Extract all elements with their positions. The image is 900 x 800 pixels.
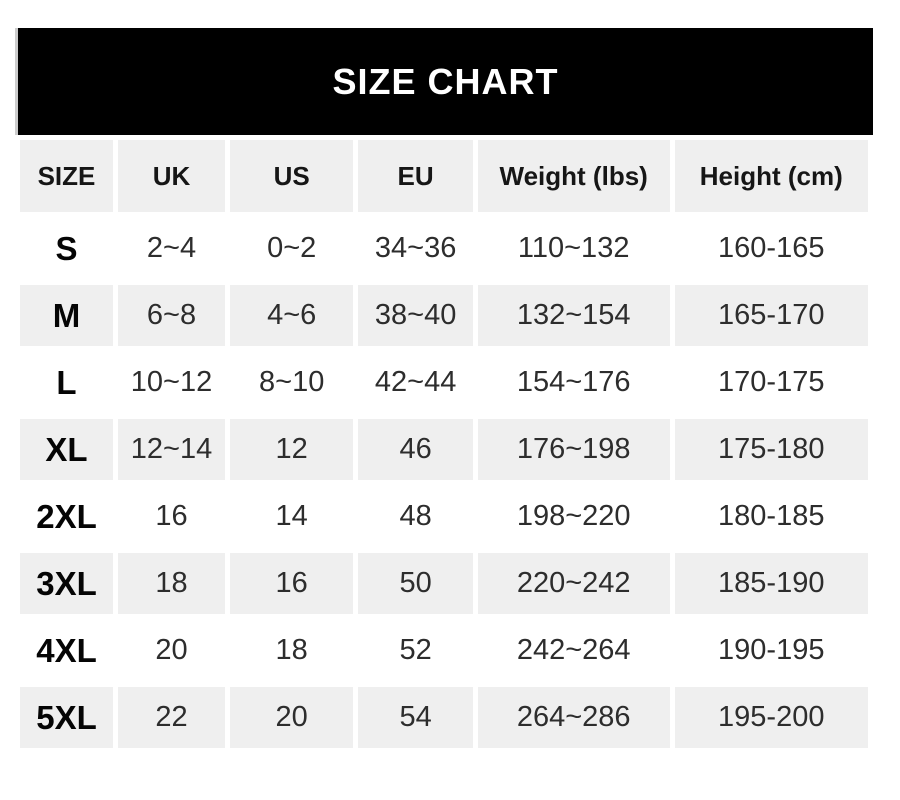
size-label: L xyxy=(56,363,77,401)
table-cell-us: 4~6 xyxy=(229,285,354,346)
page-title: SIZE CHART xyxy=(332,60,559,102)
table-cell-eu: 34~36 xyxy=(374,232,457,264)
table-cell-uk: 18 xyxy=(117,553,225,614)
table-cell-us: 12 xyxy=(229,419,354,480)
table-cell-us: 8~10 xyxy=(259,366,325,398)
table-cell-eu: 54 xyxy=(358,687,473,748)
table-row-2xl: 2XL 16 14 48 198~220 180-185 xyxy=(20,486,868,547)
size-label: 3XL xyxy=(20,553,113,614)
table-cell-height-cm: 195-200 xyxy=(674,687,868,748)
table-cell-height-cm: 165-170 xyxy=(674,285,868,346)
table-cell-uk: 6~8 xyxy=(117,285,225,346)
table-cell-uk: 16 xyxy=(155,500,188,532)
table-cell-us: 16 xyxy=(229,553,354,614)
table-cell-weight-lbs: 110~132 xyxy=(517,232,630,264)
table-row-5xl: 5XL 22 20 54 264~286 195-200 xyxy=(20,687,868,748)
size-label: XL xyxy=(20,419,113,480)
table-cell-uk: 2~4 xyxy=(146,232,197,264)
table-cell-eu: 48 xyxy=(399,500,432,532)
size-chart-page: SIZE CHART SIZE UK US EU Weight (lbs) Height … xyxy=(15,28,873,754)
table-cell-weight-lbs: 154~176 xyxy=(516,366,631,398)
table-cell-eu: 42~44 xyxy=(374,366,457,398)
table-cell-eu: 38~40 xyxy=(358,285,473,346)
column-header-uk: UK xyxy=(117,140,225,212)
table-cell-height-cm: 180-185 xyxy=(718,500,825,532)
table-cell-uk: 10~12 xyxy=(130,366,213,398)
table-header: SIZE UK US EU Weight (lbs) Height (cm) xyxy=(20,140,868,212)
table-cell-height-cm: 175-180 xyxy=(674,419,868,480)
table-cell-uk: 12~14 xyxy=(117,419,225,480)
table-cell-weight-lbs: 242~264 xyxy=(516,634,631,666)
column-header-size: SIZE xyxy=(20,140,113,212)
size-label: S xyxy=(55,229,78,267)
table-cell-us: 18 xyxy=(275,634,308,666)
table-row-m: M 6~8 4~6 38~40 132~154 165-170 xyxy=(20,285,868,346)
title-banner: SIZE CHART xyxy=(15,28,873,135)
table-cell-eu: 46 xyxy=(358,419,473,480)
header-row: SIZE UK US EU Weight (lbs) Height (cm) xyxy=(20,140,868,212)
table-cell-us: 0~2 xyxy=(267,232,317,264)
table-cell-height-cm: 185-190 xyxy=(674,553,868,614)
table-cell-weight-lbs: 198~220 xyxy=(516,500,631,532)
size-label: M xyxy=(20,285,113,346)
table-row-xl: XL 12~14 12 46 176~198 175-180 xyxy=(20,419,868,480)
column-header-us: US xyxy=(229,140,354,212)
column-header-weight-lbs: Weight (lbs) xyxy=(477,140,670,212)
table-row-4xl: 4XL 20 18 52 242~264 190-195 xyxy=(20,620,868,681)
table-cell-eu: 52 xyxy=(399,634,432,666)
table-row-l: L 10~12 8~10 42~44 154~176 170-175 xyxy=(20,352,868,413)
table-cell-height-cm: 160-165 xyxy=(718,232,825,264)
size-label: 2XL xyxy=(36,497,97,535)
table-cell-us: 20 xyxy=(229,687,354,748)
size-label: 4XL xyxy=(36,631,97,669)
table-cell-weight-lbs: 220~242 xyxy=(477,553,670,614)
table-cell-height-cm: 170-175 xyxy=(718,366,825,398)
column-header-eu: EU xyxy=(358,140,473,212)
size-chart-table: SIZE UK US EU Weight (lbs) Height (cm) S 2~4 0~… xyxy=(15,134,873,754)
table-row-3xl: 3XL 18 16 50 220~242 185-190 xyxy=(20,553,868,614)
table-cell-weight-lbs: 264~286 xyxy=(477,687,670,748)
table-body: S 2~4 0~2 34~36 110~132 160-165 M 6~8 4~6 38~40 13… xyxy=(20,218,868,748)
table-cell-height-cm: 190-195 xyxy=(718,634,825,666)
table-cell-us: 14 xyxy=(275,500,308,532)
table-cell-uk: 20 xyxy=(155,634,188,666)
table-cell-weight-lbs: 132~154 xyxy=(477,285,670,346)
table-cell-uk: 22 xyxy=(117,687,225,748)
column-header-height-cm: Height (cm) xyxy=(674,140,868,212)
size-label: 5XL xyxy=(20,687,113,748)
table-cell-eu: 50 xyxy=(358,553,473,614)
table-row-s: S 2~4 0~2 34~36 110~132 160-165 xyxy=(20,218,868,279)
table-cell-weight-lbs: 176~198 xyxy=(477,419,670,480)
